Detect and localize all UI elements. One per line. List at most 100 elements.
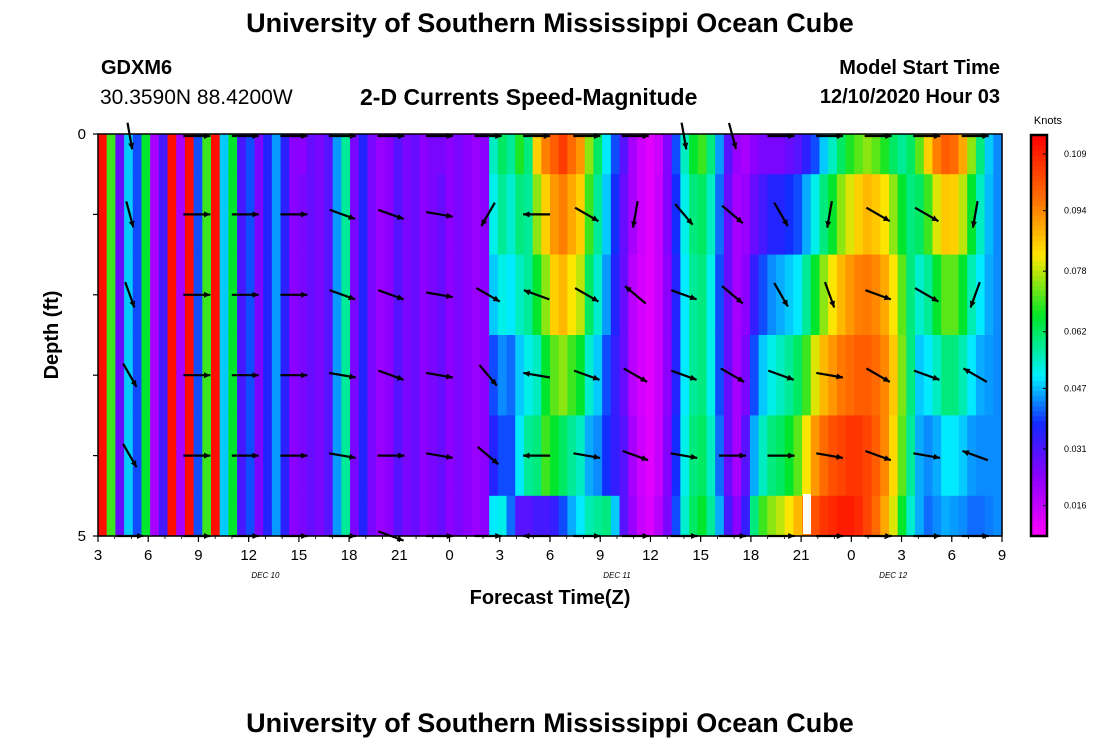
heatmap-cell (897, 174, 907, 256)
heatmap-cell (193, 134, 203, 175)
x-axis: 3 6 9 12 15 18 21 0 3 6 9 12 15 18 21 0 3 6 9 DEC 10 DEC 11 D… (94, 536, 1006, 580)
heatmap-cell (471, 335, 482, 416)
colorbar-segment (1031, 430, 1047, 437)
heatmap-cell (306, 174, 316, 256)
current-arrow (183, 452, 211, 459)
heatmap-cell (471, 134, 482, 175)
x-tick-label: 3 (897, 547, 905, 564)
current-arrow (680, 122, 689, 150)
colorbar-segment (1031, 250, 1047, 256)
current-arrow (523, 211, 551, 218)
current-arrow (962, 449, 989, 462)
heatmap-cell (489, 495, 499, 537)
x-tick-label: 3 (94, 547, 102, 564)
x-tick-label: 18 (743, 547, 760, 564)
heatmap-cell (932, 495, 942, 537)
heatmap-cell (889, 174, 899, 256)
heatmap-cell (889, 134, 899, 175)
heatmap-cell (941, 415, 951, 497)
heatmap-cell (697, 415, 708, 497)
heatmap-cell (654, 254, 664, 336)
heatmap-cell (419, 415, 429, 497)
heatmap-cell (115, 254, 125, 336)
heatmap-cell (967, 174, 977, 256)
heatmap-cell (245, 134, 256, 175)
heatmap-cell (506, 134, 516, 175)
x-tick-label: 9 (194, 547, 202, 564)
heatmap-cell (741, 495, 751, 537)
colorbar-segment (1031, 410, 1047, 417)
heatmap-cell (515, 495, 525, 537)
heatmap-cell (115, 335, 125, 416)
heatmap-cell (845, 134, 855, 175)
heatmap-cell (576, 134, 586, 175)
colorbar-segment (1031, 230, 1047, 236)
colorbar-segment (1031, 455, 1047, 462)
heatmap-cell (532, 134, 542, 175)
heatmap-cell (367, 335, 377, 416)
colorbar-segment (1031, 280, 1047, 286)
heatmap-cell (106, 174, 116, 256)
heatmap-cell (836, 415, 847, 497)
heatmap-cell (358, 335, 369, 416)
current-arrow (377, 452, 405, 459)
heatmap-cell (593, 254, 603, 336)
current-arrow (670, 452, 698, 460)
heatmap-cell (906, 495, 916, 537)
heatmap-cell (915, 174, 925, 256)
heatmap-cell (880, 335, 890, 416)
colorbar-segment (1031, 225, 1047, 231)
heatmap-cell (836, 254, 847, 336)
heatmap-cell (402, 335, 412, 416)
heatmap-cell (445, 254, 455, 336)
heatmap-cell (515, 254, 525, 336)
heatmap-cell (219, 335, 229, 416)
heatmap-cell (610, 495, 621, 537)
heatmap-cell (889, 415, 899, 497)
heatmap-cell (428, 495, 438, 537)
colorbar-tick-label: 0.094 (1064, 206, 1087, 216)
heatmap-cell (593, 134, 603, 175)
heatmap-cell (819, 134, 829, 175)
heatmap-cell (610, 134, 621, 175)
heatmap-cell (958, 174, 968, 256)
heatmap-cell (993, 174, 1003, 256)
heatmap-cell (915, 415, 925, 497)
current-arrow (865, 206, 891, 223)
colorbar-segment (1031, 245, 1047, 251)
current-arrow (426, 291, 453, 299)
heatmap-cell (654, 134, 664, 175)
heatmap-cell (897, 335, 907, 416)
heatmap-cell (671, 254, 681, 336)
heatmap-cell (202, 134, 212, 175)
heatmap-cell (115, 495, 125, 537)
heatmap-cell (176, 495, 186, 537)
x-tick-label: 21 (391, 547, 408, 564)
heatmap-cell (610, 254, 621, 336)
current-arrow (816, 371, 844, 380)
heatmap-cell (523, 134, 534, 175)
heatmap-cell (862, 335, 873, 416)
current-arrow (480, 202, 496, 227)
heatmap-cell (271, 415, 282, 497)
colorbar-segment (1031, 515, 1047, 522)
heatmap-cell (802, 174, 812, 256)
heatmap-cell (393, 174, 403, 256)
colorbar-segment (1031, 325, 1047, 332)
heatmap-cell (636, 495, 647, 537)
heatmap-cell (419, 254, 429, 336)
heatmap-cell (332, 335, 342, 416)
heatmap-cell (463, 174, 473, 256)
heatmap-cell (767, 495, 777, 537)
heatmap-cell (854, 495, 864, 537)
current-arrow (426, 452, 453, 460)
current-arrow (478, 364, 498, 387)
heatmap-cell (819, 254, 829, 336)
heatmap-cell (949, 335, 960, 416)
heatmap-cell (324, 495, 334, 537)
heatmap-cell (706, 254, 716, 336)
heatmap-cell (932, 174, 942, 256)
heatmap-cell (915, 495, 925, 537)
heatmap-cell (889, 495, 899, 537)
heatmap-cell (671, 495, 681, 537)
